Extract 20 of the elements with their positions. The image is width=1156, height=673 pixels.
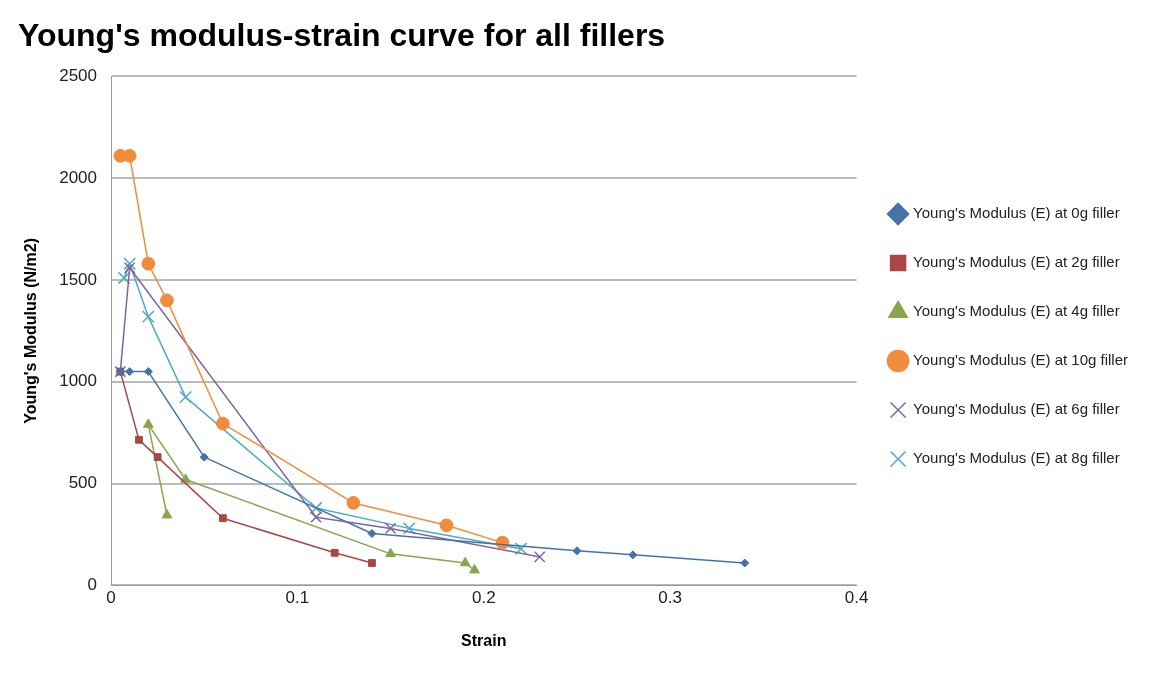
legend-label: Young's Modulus (E) at 0g filler [913,204,1120,222]
y-tick-label: 1500 [59,269,98,289]
y-tick-label: 2000 [59,167,98,187]
x-axis-title: Strain [461,631,507,649]
x-tick-label: 0.1 [285,588,310,608]
x-tick-label: 0.4 [844,588,869,608]
y-tick-label: 500 [68,473,98,493]
y-axis-title: Young's Modulus (N/m2) [22,238,40,424]
legend-label: Young's Modulus (E) at 6g filler [913,400,1120,418]
x-tick-label: 0 [106,588,116,608]
x-tick-label: 0.2 [471,588,496,608]
legend-label: Young's Modulus (E) at 2g filler [913,253,1120,271]
y-tick-label: 2500 [59,66,98,86]
legend-label: Young's Modulus (E) at 4g filler [913,302,1120,320]
y-tick-label: 1000 [59,371,98,391]
x-tick-label: 0.3 [658,588,682,608]
legend-label: Young's Modulus (E) at 8g filler [913,449,1120,467]
chart-title: Young's modulus-strain curve for all fillers [18,17,666,54]
legend-label: Young's Modulus (E) at 10g filler [913,351,1129,369]
y-tick-label: 0 [87,575,98,595]
